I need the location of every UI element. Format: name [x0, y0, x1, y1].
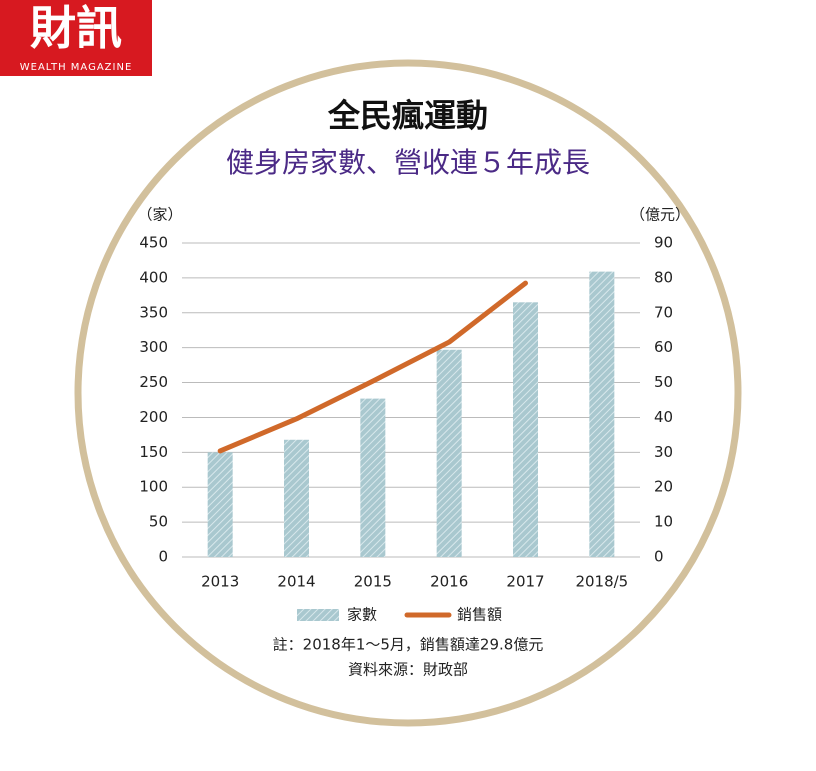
y-tick-label: 200 — [139, 408, 168, 426]
y2-tick-label: 30 — [654, 443, 673, 461]
source: 資料來源：財政部 — [348, 661, 468, 679]
y2-tick-label: 60 — [654, 338, 673, 356]
x-tick-label: 2013 — [201, 573, 239, 591]
y2-tick-label: 40 — [654, 408, 673, 426]
note: 註：2018年1～5月，銷售額達29.8億元 — [273, 636, 544, 654]
legend-swatch — [297, 609, 339, 621]
logo-subtitle: WEALTH MAGAZINE — [20, 62, 133, 73]
bar — [589, 271, 615, 557]
logo-box — [0, 0, 152, 76]
legend-label: 家數 — [347, 606, 377, 624]
bar — [207, 452, 233, 557]
y-tick-label: 400 — [139, 268, 168, 286]
x-tick-label: 2017 — [506, 573, 544, 591]
y-tick-label: 350 — [139, 303, 168, 321]
x-tick-label: 2014 — [277, 573, 315, 591]
frame-circle — [74, 59, 742, 727]
legend-label: 銷售額 — [457, 606, 502, 624]
y2-tick-label: 0 — [654, 548, 664, 566]
y-tick-label: 300 — [139, 338, 168, 356]
x-tick-label: 2016 — [430, 573, 468, 591]
x-tick-label: 2015 — [354, 573, 392, 591]
y-tick-label: 150 — [139, 443, 168, 461]
bar — [360, 398, 386, 557]
y2-tick-label: 70 — [654, 303, 673, 321]
bar — [284, 439, 309, 557]
y-tick-label: 50 — [149, 513, 168, 531]
logo-title: 財訊 — [30, 1, 122, 55]
chart-title: 全民瘋運動 — [327, 97, 488, 135]
bar — [436, 349, 462, 557]
y2-tick-label: 10 — [654, 513, 673, 531]
y2-tick-label: 80 — [654, 268, 673, 286]
y2-tick-label: 90 — [654, 234, 673, 252]
y2-axis-label: （億元） — [630, 206, 690, 224]
y-axis-label: （家） — [137, 206, 182, 224]
y2-tick-label: 20 — [654, 478, 673, 496]
y-tick-label: 100 — [139, 478, 168, 496]
chart-subtitle: 健身房家數、營收連５年成長 — [226, 146, 590, 179]
bar — [513, 302, 538, 557]
line — [217, 280, 528, 454]
y-tick-label: 250 — [139, 373, 168, 391]
y2-tick-label: 50 — [654, 373, 673, 391]
y-tick-label: 450 — [139, 234, 168, 252]
x-tick-label: 2018/5 — [575, 573, 628, 591]
y-tick-label: 0 — [158, 548, 168, 566]
